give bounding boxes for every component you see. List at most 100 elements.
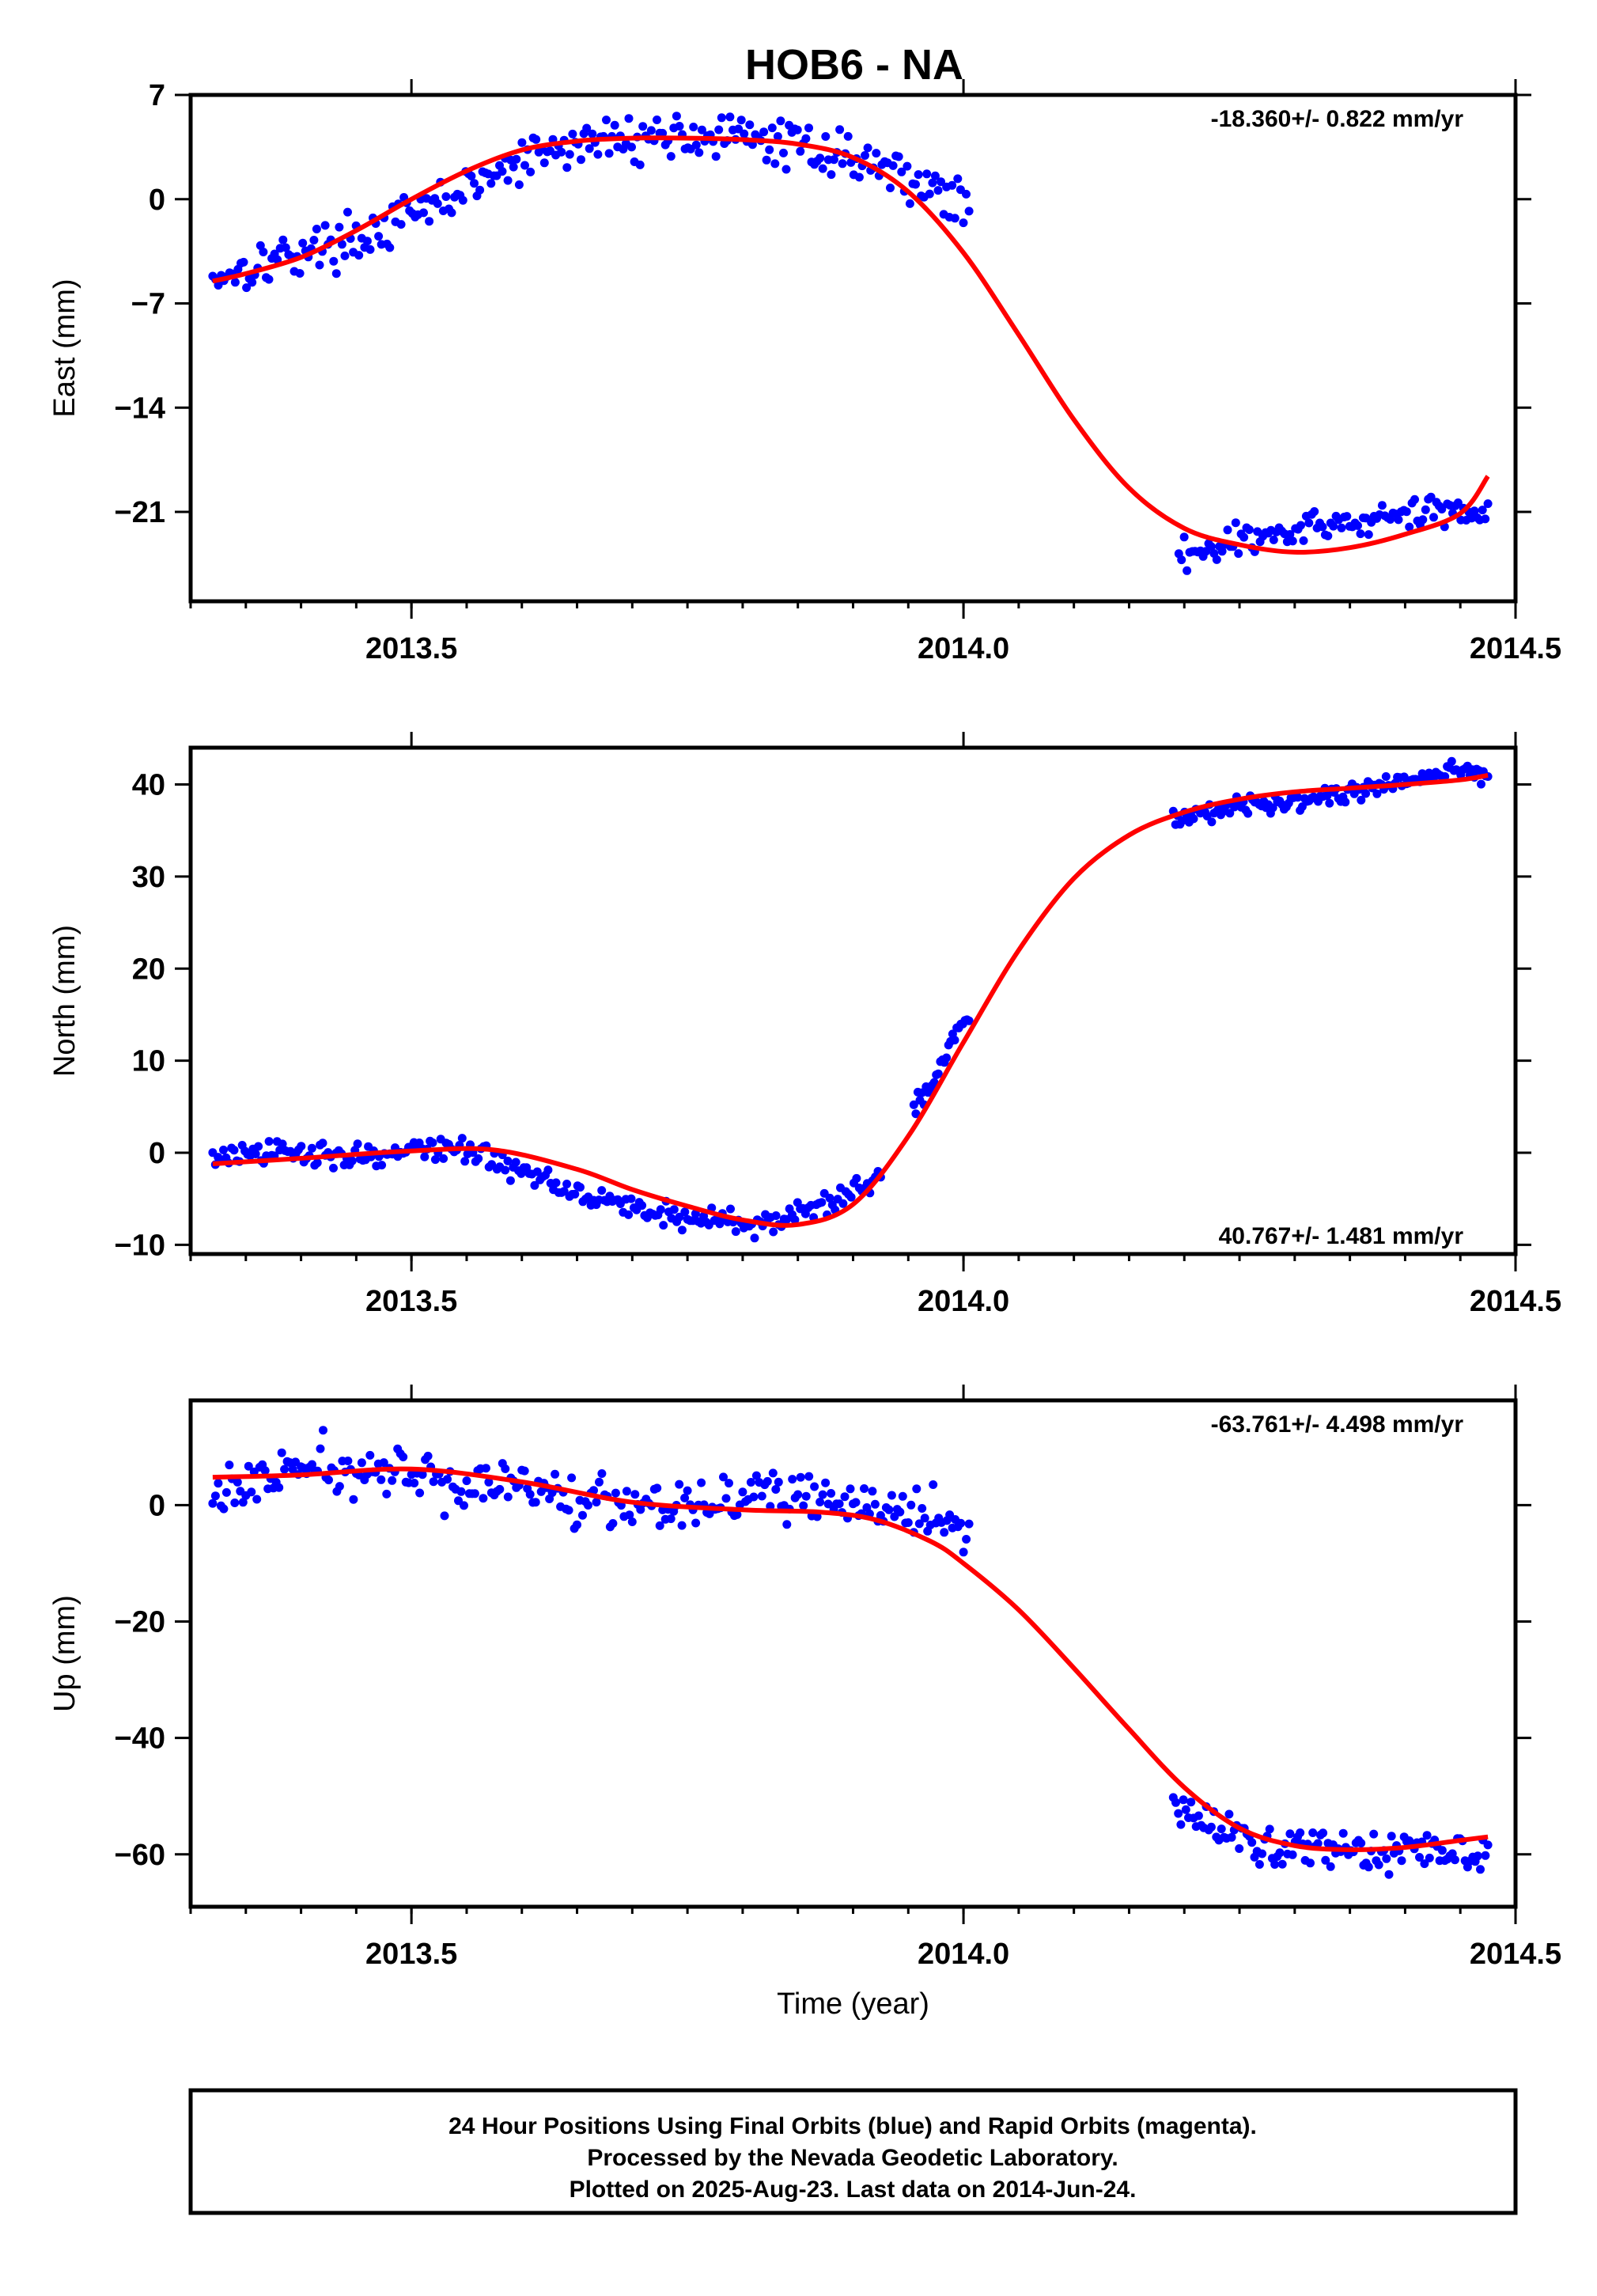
data-point: [229, 1146, 239, 1155]
data-point: [827, 170, 836, 180]
y-axis-label: Up (mm): [48, 1595, 81, 1712]
data-point: [1369, 1829, 1379, 1839]
data-point: [343, 207, 352, 217]
data-point: [1308, 1828, 1318, 1837]
data-point: [319, 1426, 327, 1435]
data-point: [611, 1488, 620, 1498]
rate-label: -18.360+/- 0.822 mm/yr: [1211, 106, 1464, 132]
data-point: [1194, 1811, 1203, 1821]
data-point: [1181, 1805, 1190, 1814]
data-point: [423, 1451, 433, 1461]
data-point: [1325, 798, 1334, 808]
data-point: [329, 1163, 338, 1173]
data-point: [335, 222, 344, 232]
data-point: [365, 244, 375, 254]
data-point: [593, 150, 603, 159]
data-point: [948, 180, 957, 190]
data-point: [1321, 1855, 1330, 1865]
rate-label: 40.767+/- 1.481 mm/yr: [1219, 1223, 1464, 1249]
data-point: [852, 1173, 861, 1183]
data-point: [624, 1210, 634, 1219]
data-point: [242, 283, 252, 293]
data-point: [225, 1461, 234, 1470]
data-point: [711, 152, 721, 161]
data-point: [1387, 1832, 1396, 1841]
data-point: [823, 1499, 833, 1509]
data-point: [840, 1492, 850, 1502]
footer-line-3: Plotted on 2025-Aug-23. Last data on 201…: [570, 2177, 1137, 2203]
data-point: [1231, 518, 1240, 528]
data-point: [940, 1528, 949, 1537]
data-point: [801, 1491, 811, 1501]
data-point: [439, 1154, 448, 1163]
data-point: [274, 1483, 284, 1492]
data-point: [1217, 1824, 1226, 1834]
data-point: [905, 199, 914, 208]
data-point: [458, 195, 467, 205]
data-point: [1255, 1860, 1264, 1869]
data-point: [680, 1493, 690, 1502]
data-point: [1270, 1860, 1280, 1869]
data-point: [1357, 795, 1366, 805]
data-point: [804, 123, 813, 133]
data-point: [1382, 1854, 1391, 1863]
data-point: [247, 1487, 256, 1497]
data-point: [669, 1205, 679, 1214]
data-point: [273, 255, 282, 264]
data-point: [567, 1473, 577, 1483]
data-point: [1356, 529, 1365, 539]
data-point: [280, 1464, 290, 1474]
data-point: [298, 238, 308, 248]
data-point: [297, 1142, 306, 1151]
data-point: [745, 120, 755, 130]
data-point: [462, 1476, 471, 1486]
data-point: [239, 257, 248, 267]
data-point: [1177, 555, 1186, 565]
data-point: [627, 142, 636, 152]
data-point: [312, 225, 321, 233]
data-point: [248, 278, 257, 287]
data-point: [630, 1490, 640, 1499]
data-point: [884, 1505, 894, 1514]
data-point: [429, 1477, 438, 1487]
data-point: [219, 1146, 228, 1154]
data-point: [1357, 1839, 1366, 1848]
data-point: [677, 1226, 687, 1235]
data-point: [827, 1489, 836, 1498]
data-point: [597, 1186, 607, 1195]
data-point: [749, 1492, 759, 1502]
data-point: [740, 129, 749, 138]
y-tick-label: −14: [115, 392, 165, 425]
data-point: [959, 218, 968, 228]
data-point: [503, 1156, 513, 1165]
data-point: [1277, 1859, 1287, 1869]
data-point: [1269, 535, 1278, 544]
data-point: [793, 1490, 803, 1499]
data-point: [1223, 525, 1232, 535]
data-point: [509, 162, 518, 172]
data-point: [914, 1519, 924, 1529]
data-point: [788, 1475, 797, 1484]
data-point: [503, 1492, 513, 1502]
data-point: [779, 148, 788, 157]
data-point: [817, 1198, 827, 1207]
data-point: [517, 138, 527, 147]
data-point: [1384, 1870, 1394, 1879]
fit-curve: [212, 772, 1489, 1228]
y-tick-label: −60: [115, 1839, 165, 1872]
x-tick-label: 2014.5: [1470, 1285, 1561, 1318]
data-point: [564, 1506, 573, 1515]
data-point: [804, 1472, 814, 1481]
data-point: [425, 217, 434, 226]
data-point: [922, 169, 932, 179]
data-point: [1405, 522, 1414, 532]
data-point: [653, 1483, 662, 1493]
data-point: [467, 172, 476, 180]
data-point: [1234, 549, 1243, 559]
data-point: [420, 1152, 430, 1161]
data-point: [736, 116, 746, 125]
data-point: [659, 1221, 668, 1230]
data-point: [1437, 505, 1447, 513]
data-point: [1420, 1859, 1429, 1869]
data-point: [838, 159, 847, 169]
